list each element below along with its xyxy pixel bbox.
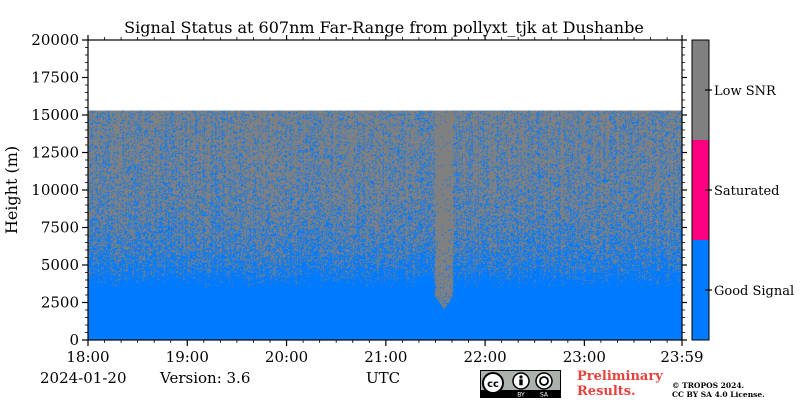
copyright-notice: © TROPOS 2024. CC BY SA 4.0 License. [672, 381, 765, 399]
y-tick-label-5: 12500 [31, 144, 79, 162]
y-tick-label-1: 2500 [41, 294, 79, 312]
colorbar-label-0: Good Signal [714, 284, 794, 299]
y-axis-label: Height (m) [2, 146, 21, 234]
x-tick-label-6: 23:59 [660, 348, 703, 366]
colorbar-segment-2 [692, 40, 709, 140]
y-tick-label-6: 15000 [31, 106, 79, 124]
y-tick-label-2: 5000 [41, 256, 79, 274]
copyright-line-2: CC BY SA 4.0 License. [672, 390, 765, 399]
y-tick-label-8: 20000 [31, 31, 79, 49]
y-tick-label-3: 7500 [41, 219, 79, 237]
badge-cc-text: cc [487, 379, 499, 390]
version-label: Version: 3.6 [160, 369, 251, 387]
preliminary-notice: Preliminary Results. [577, 369, 663, 399]
date-label: 2024-01-20 [40, 369, 127, 387]
colorbar-frame [691, 39, 710, 341]
colorbar: Good Signal Saturated Low SNR [691, 39, 794, 341]
badge-by-text: BY [517, 392, 525, 399]
colorbar-label-2: Low SNR [714, 84, 777, 99]
sa-icon [535, 372, 553, 390]
x-axis-label: UTC [366, 369, 401, 387]
x-tick-label-1: 19:00 [166, 348, 209, 366]
colorbar-label-1: Saturated [714, 184, 779, 199]
cc-license-badge: cc BY SA [480, 370, 561, 398]
x-axis: 18:00 19:00 20:00 21:00 22:00 23:00 23:59 [66, 35, 704, 366]
colorbar-segment-0 [692, 240, 709, 340]
colorbar-segment-1 [692, 140, 709, 240]
y-tick-label-4: 10000 [31, 181, 79, 199]
good-signal-field [88, 40, 682, 340]
x-tick-label-2: 20:00 [265, 348, 308, 366]
x-tick-label-4: 22:00 [463, 348, 506, 366]
y-tick-label-0: 0 [69, 331, 79, 349]
chart-title: Signal Status at 607nm Far-Range from po… [124, 18, 644, 37]
plot-area [87, 39, 683, 341]
copyright-line-1: © TROPOS 2024. [672, 381, 745, 390]
x-tick-label-3: 21:00 [364, 348, 407, 366]
y-tick-label-7: 17500 [31, 69, 79, 87]
preliminary-line-1: Preliminary [577, 369, 663, 384]
badge-sa-text: SA [540, 392, 549, 399]
y-axis: 0 2500 5000 7500 10000 12500 15000 17500 20000 [31, 31, 687, 349]
x-tick-label-5: 23:00 [563, 348, 606, 366]
x-tick-label-0: 18:00 [66, 348, 109, 366]
preliminary-line-2: Results. [577, 384, 636, 399]
